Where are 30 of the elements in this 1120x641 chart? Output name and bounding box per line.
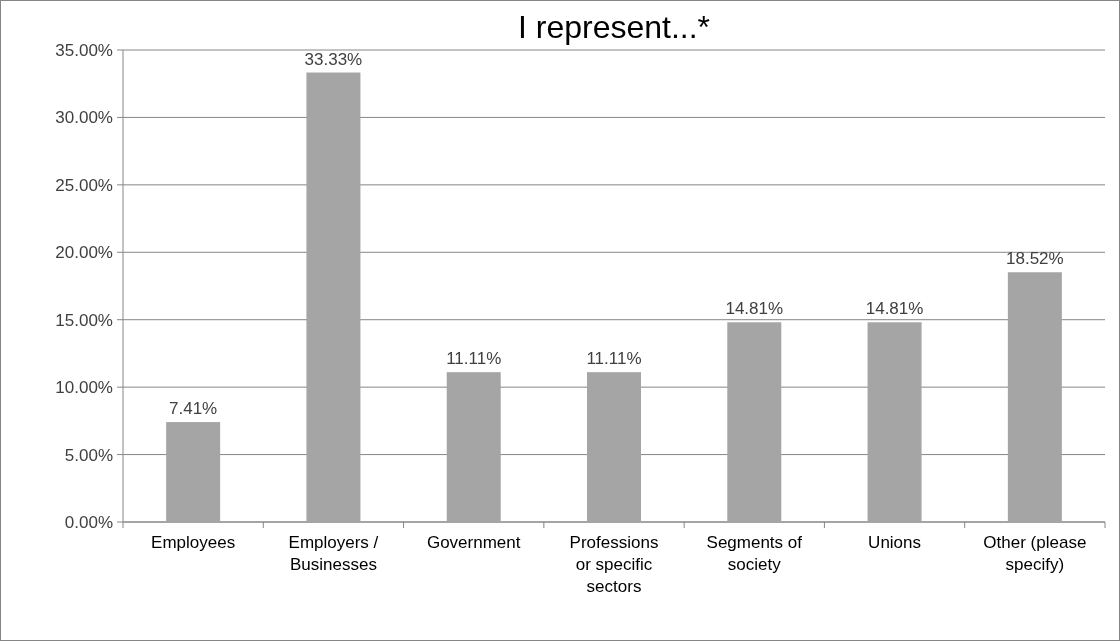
data-label: 14.81% (725, 299, 784, 319)
data-label: 11.11% (446, 349, 502, 369)
data-label: 7.41% (169, 399, 218, 419)
y-tick-label: 25.00% (55, 175, 113, 195)
y-tick-label: 0.00% (64, 512, 113, 532)
x-tick-label: Other (please specify) (983, 533, 1087, 574)
bar (727, 322, 782, 522)
y-tick-label: 35.00% (55, 40, 113, 60)
bar (306, 72, 361, 522)
y-tick-label: 10.00% (55, 378, 113, 398)
bar (587, 372, 642, 522)
x-tick-label: Employees (151, 533, 236, 552)
data-label: 11.11% (586, 349, 642, 369)
bar (1007, 272, 1062, 522)
y-tick-label: 5.00% (64, 445, 113, 465)
bar (166, 422, 221, 522)
y-tick-label: 20.00% (55, 243, 113, 263)
bar (446, 372, 501, 522)
bar (867, 322, 922, 522)
y-tick-label: 15.00% (55, 310, 113, 330)
data-label: 18.52% (1006, 249, 1064, 269)
x-tick-label: Segments of society (706, 533, 803, 574)
x-tick-label: Government (426, 533, 521, 552)
data-label: 33.33% (304, 49, 363, 69)
x-tick-label: Professions or specific sectors (569, 533, 659, 596)
data-label: 14.81% (865, 299, 924, 319)
x-tick-label: Employers / Businesses (288, 533, 379, 574)
chart-title: I represent...* (517, 9, 711, 45)
y-tick-label: 30.00% (55, 108, 113, 128)
x-tick-label: Unions (868, 533, 922, 552)
